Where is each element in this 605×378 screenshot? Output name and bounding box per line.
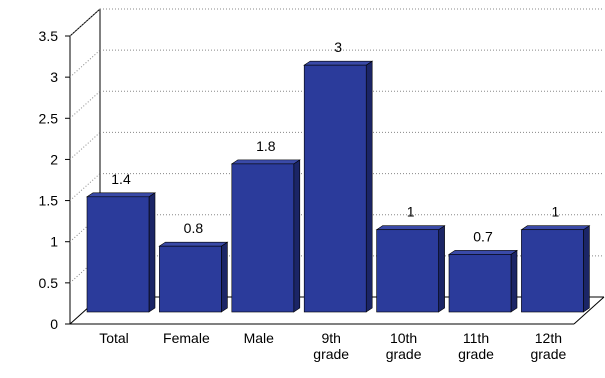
bar-top xyxy=(86,192,156,198)
floor-right-edge xyxy=(573,296,605,325)
bar-top xyxy=(448,250,518,255)
data-label: 3 xyxy=(334,39,342,55)
bar-side xyxy=(583,225,590,313)
x-tick-label: Female xyxy=(163,330,210,346)
bar-top xyxy=(158,241,229,247)
data-label: 1 xyxy=(552,204,560,220)
data-label: 0.7 xyxy=(473,228,493,244)
data-label: 1 xyxy=(407,204,415,220)
y-tick-label: 2 xyxy=(50,151,58,167)
bar xyxy=(159,245,222,313)
x-tick-label: 11th xyxy=(463,330,489,346)
bar xyxy=(86,196,150,313)
bar-side xyxy=(221,241,228,313)
y-tick-label: 3 xyxy=(50,69,58,85)
data-label: 0.8 xyxy=(184,220,204,236)
y-tick-label: 1 xyxy=(50,234,58,250)
y-tick-label: 1.5 xyxy=(39,193,59,209)
y-tick-label: 3.5 xyxy=(39,28,59,44)
bar-top xyxy=(375,225,446,231)
bar xyxy=(303,64,367,313)
x-tick-label: 9th xyxy=(321,330,340,346)
chart-bars xyxy=(86,60,591,313)
x-tick-label: grade xyxy=(458,346,494,362)
x-tick-label: grade xyxy=(313,346,349,362)
bar-top xyxy=(520,225,591,231)
x-axis-tick-labels: Total Female Male 9thgrade10thgrade11thgrad… xyxy=(99,330,566,362)
gridline-side xyxy=(69,132,101,160)
x-tick-label: 10th xyxy=(390,330,417,346)
gridline-side xyxy=(69,90,101,119)
x-tick-label: 12th xyxy=(535,330,562,346)
gridline-side xyxy=(69,49,101,78)
x-tick-label: grade xyxy=(530,346,566,362)
y-tick-label: 0.5 xyxy=(39,275,59,291)
y-axis-tick-labels: 0 0.5 1 1.5 2 2.5 3 3.5 xyxy=(39,28,70,332)
bar xyxy=(521,229,584,313)
bar xyxy=(376,229,439,313)
x-tick-label: Male xyxy=(244,330,275,346)
bar-side xyxy=(365,60,373,313)
x-tick-label: grade xyxy=(386,346,422,362)
bar-side xyxy=(438,225,445,313)
data-label: 1.4 xyxy=(111,171,131,187)
bar-side xyxy=(148,192,156,313)
chart-data-labels: 1.4 0.8 1.8 3 1 0.7 1 xyxy=(111,39,559,244)
gridline-side xyxy=(69,8,101,37)
gridline-side xyxy=(69,173,101,201)
bar-side xyxy=(510,249,518,313)
bar-side xyxy=(293,159,301,313)
x-tick-label: Total xyxy=(99,330,129,346)
bar xyxy=(231,163,295,313)
bar-top xyxy=(303,60,374,66)
bar xyxy=(448,254,512,313)
y-tick-label: 2.5 xyxy=(39,110,59,126)
y-tick-label: 0 xyxy=(50,316,58,332)
data-label: 1.8 xyxy=(256,138,276,154)
bar-top xyxy=(230,159,301,165)
